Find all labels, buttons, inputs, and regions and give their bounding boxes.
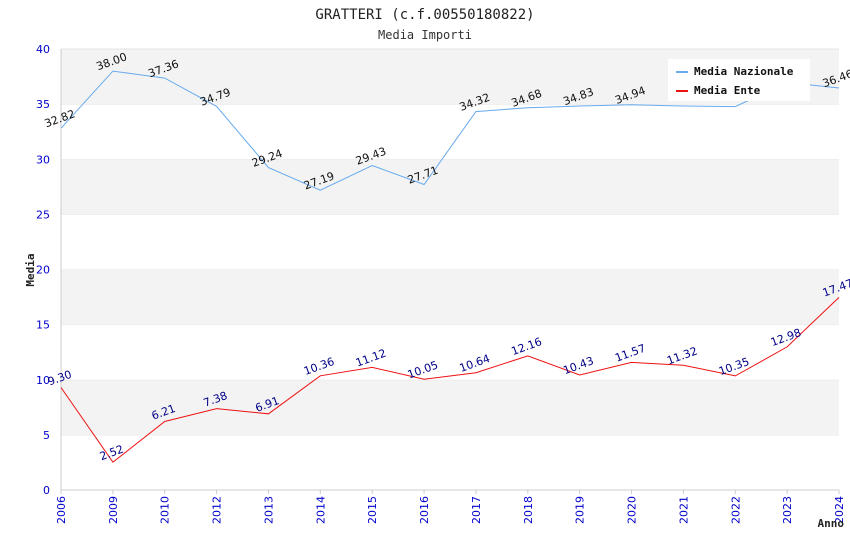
series-line-ente — [60, 297, 840, 463]
y-tick-label: 5 — [43, 429, 50, 442]
x-tick-label: 2013 — [262, 496, 275, 524]
grid-band — [61, 104, 839, 160]
x-tick-label: 2024 — [833, 496, 846, 524]
y-tick-label: 20 — [36, 264, 50, 277]
x-tick-label: 2017 — [470, 496, 483, 524]
grid-band — [61, 159, 839, 215]
x-tick-label: 2016 — [418, 496, 431, 524]
x-tick-label: 2012 — [211, 496, 224, 524]
x-tick-label: 2009 — [107, 496, 120, 524]
x-tick-label: 2006 — [55, 496, 68, 524]
grid-band — [61, 214, 839, 270]
x-tick-labels: 2006 2009 2010 2012 2013 2014 2015 2016 2017 2018… — [55, 490, 846, 524]
y-tick-label: 0 — [43, 484, 50, 497]
chart-title: GRATTERI (c.f.00550180822) — [315, 7, 534, 23]
chart-subtitle: Media Importi — [378, 28, 472, 42]
x-tick-label: 2020 — [626, 496, 639, 524]
series-line-nazionale — [60, 70, 840, 191]
y-tick-label: 10 — [36, 374, 50, 387]
x-tick-label: 2022 — [729, 496, 742, 524]
y-tick-label: 40 — [36, 43, 50, 56]
x-tick-label: 2014 — [314, 496, 327, 524]
axes — [60, 49, 839, 491]
legend-label-ente: Media Ente — [694, 84, 761, 97]
grid-band — [61, 269, 839, 325]
grid-band — [61, 434, 839, 490]
y-tick-label: 25 — [36, 208, 50, 221]
y-tick-label: 30 — [36, 153, 50, 166]
x-tick-label: 2019 — [574, 496, 587, 524]
x-axis-label: Anno — [818, 517, 845, 530]
x-tick-label: 2023 — [781, 496, 794, 524]
x-tick-label: 2015 — [366, 496, 379, 524]
x-tick-label: 2021 — [677, 496, 690, 524]
x-tick-label: 2010 — [159, 496, 172, 524]
legend-label-nazionale: Media Nazionale — [694, 65, 794, 78]
y-tick-label: 15 — [36, 319, 50, 332]
grid-bands — [61, 48, 839, 490]
x-tick-label: 2018 — [522, 496, 535, 524]
y-axis-label: Media — [24, 253, 37, 286]
series-group — [60, 70, 840, 463]
y-tick-labels: 0 5 10 15 20 25 30 35 40 — [36, 43, 50, 497]
legend: Media Nazionale Media Ente — [668, 59, 810, 101]
grid-band — [61, 379, 839, 435]
y-tick-label: 35 — [36, 98, 50, 111]
legend-box — [668, 59, 810, 101]
